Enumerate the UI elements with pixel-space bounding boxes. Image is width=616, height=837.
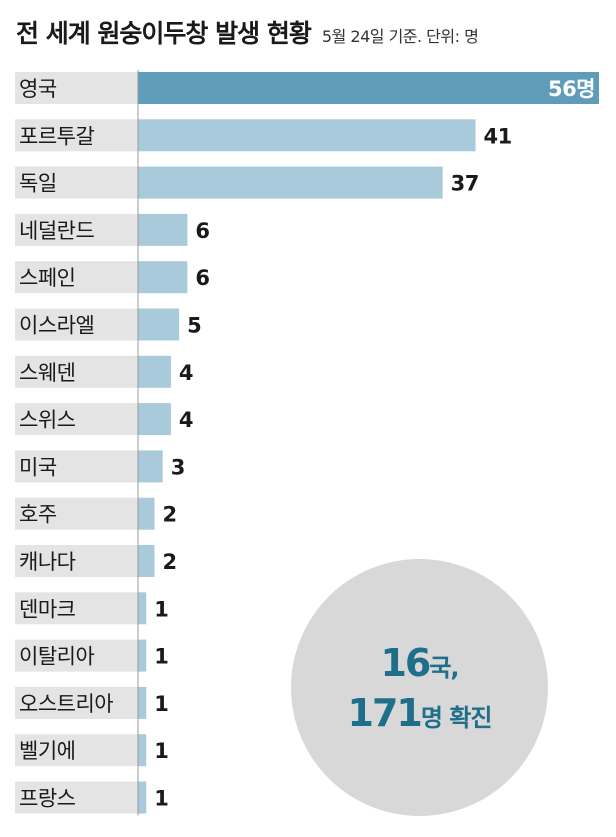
- summary-country-line: 16국,: [380, 640, 459, 685]
- category-label: 미국: [19, 455, 57, 479]
- value-label: 2: [162, 550, 176, 574]
- category-label-bg: [15, 166, 138, 199]
- value-label: 56명: [548, 77, 595, 101]
- bar: [138, 545, 155, 577]
- category-label: 네덜란드: [19, 219, 94, 243]
- category-label-bg: [15, 450, 138, 483]
- category-label: 이스라엘: [19, 314, 94, 338]
- value-label: 1: [154, 692, 168, 716]
- bar: [138, 308, 180, 341]
- category-label-bg: [15, 213, 138, 246]
- bar: [138, 450, 163, 483]
- chart-title: 전 세계 원숭이두창 발생 현황: [16, 19, 312, 48]
- summary-case-unit: 명 확진: [420, 703, 493, 732]
- category-label-bg: [15, 403, 138, 436]
- category-label: 스페인: [19, 266, 75, 290]
- category-label-bg: [15, 72, 138, 104]
- category-label-bg: [15, 686, 138, 719]
- category-label: 독일: [19, 172, 57, 196]
- summary-case-line: 171명 확진: [347, 690, 493, 735]
- category-label: 영국: [19, 77, 57, 101]
- bar: [138, 403, 171, 436]
- category-label-bg: [15, 308, 138, 341]
- value-label: 1: [154, 645, 168, 669]
- value-label: 5: [187, 314, 201, 338]
- chart-subtitle: 5월 24일 기준. 단위: 명: [321, 27, 479, 46]
- category-label-bg: [15, 592, 138, 625]
- value-label: 4: [179, 361, 193, 385]
- bar: [138, 497, 155, 530]
- category-label: 스위스: [19, 408, 76, 432]
- bar: [138, 355, 171, 388]
- value-label: 6: [195, 266, 209, 290]
- value-label: 1: [154, 597, 168, 621]
- value-label: 3: [171, 455, 185, 479]
- bar: [138, 261, 188, 294]
- category-label-bg: [15, 545, 138, 577]
- bar: [138, 166, 443, 199]
- bar: [138, 119, 476, 152]
- value-label: 4: [179, 408, 193, 432]
- category-label: 이탈리아: [19, 645, 94, 669]
- category-label-bg: [15, 639, 138, 672]
- chart-header: 전 세계 원숭이두창 발생 현황 5월 24일 기준. 단위: 명: [16, 14, 479, 50]
- value-label: 2: [162, 503, 176, 527]
- summary-country-count: 16: [380, 640, 431, 685]
- value-label: 41: [484, 124, 512, 148]
- category-label-bg: [15, 497, 138, 530]
- category-label: 포르투갈: [19, 124, 94, 148]
- bar: [138, 781, 147, 814]
- value-label: 6: [195, 219, 209, 243]
- category-label-bg: [15, 781, 138, 814]
- summary-country-unit: 국,: [429, 653, 459, 682]
- bar: [138, 592, 147, 625]
- summary-case-count: 171: [347, 690, 423, 735]
- category-label-bg: [15, 119, 138, 152]
- summary-circle: 16국, 171명 확진: [291, 559, 548, 816]
- bar: [138, 686, 147, 719]
- category-label: 오스트리아: [19, 692, 113, 716]
- category-label: 덴마크: [19, 597, 76, 621]
- category-label: 캐나다: [19, 550, 76, 574]
- category-label: 벨기에: [19, 739, 75, 763]
- bar: [138, 734, 147, 767]
- category-label-bg: [15, 734, 138, 767]
- category-label: 호주: [19, 503, 57, 527]
- value-label: 1: [154, 787, 168, 811]
- bar: [138, 639, 147, 672]
- category-label-bg: [15, 355, 138, 388]
- value-label: 37: [451, 172, 479, 196]
- category-label: 스웨덴: [19, 361, 75, 385]
- bar: [138, 72, 599, 104]
- bar: [138, 213, 188, 246]
- category-label-bg: [15, 261, 138, 294]
- category-label: 프랑스: [19, 787, 76, 811]
- value-label: 1: [154, 739, 168, 763]
